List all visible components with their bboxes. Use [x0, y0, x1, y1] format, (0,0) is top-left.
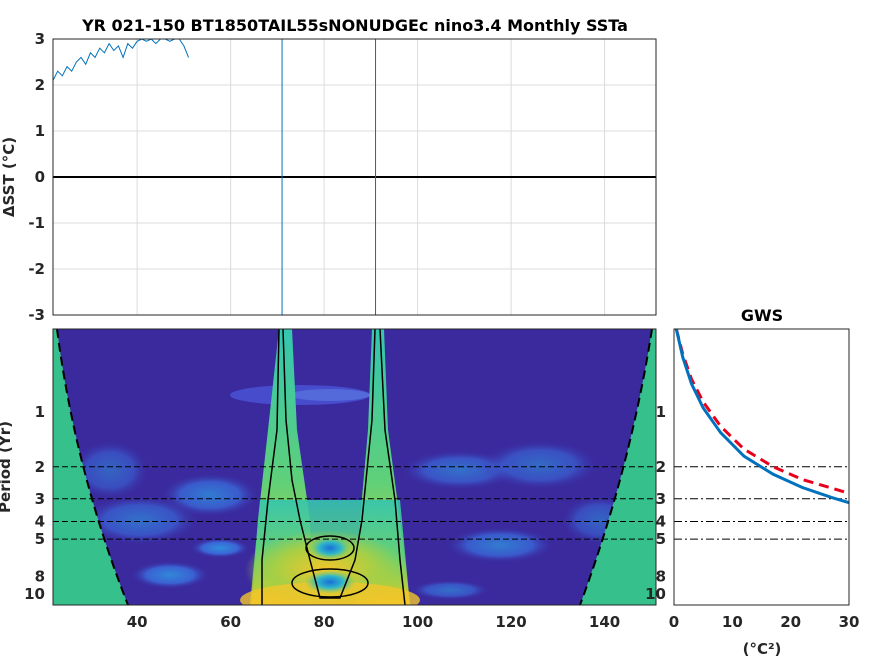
gws-y-tick-label: 4: [656, 513, 666, 531]
gws-y-tick-label: 3: [656, 490, 666, 508]
sst-panel: 3 2 1 0 -1 -2 -3 YR 021-150 BT1850TAIL55sNONUD…: [0, 16, 657, 324]
gws-x-ticks: 0 10 20 30: [669, 613, 860, 631]
wavelet-panel: 40 60 80 100 120 140 1 2 3 45 810 Period (Yr): [0, 328, 657, 631]
gws-x-tick-label: 20: [780, 613, 801, 631]
sst-y-tick-label: -1: [28, 214, 45, 232]
sst-y-tick-label: 3: [35, 30, 45, 48]
wavelet-axes-box: [52, 328, 657, 606]
sst-y-tick-label: 1: [35, 122, 45, 140]
gws-y-tick-label: 5: [656, 530, 666, 548]
wavelet-y-ticks: 1 2 3 45 810: [24, 403, 45, 603]
gws-x-axis-label: (°C²): [743, 640, 782, 656]
wavelet-x-tick-label: 80: [314, 613, 335, 631]
gws-x-tick-label: 30: [839, 613, 860, 631]
sst-y-tick-label: 0: [35, 168, 45, 186]
cone-of-influence-right: [580, 329, 656, 605]
wavelet-y-tick-label: 5: [35, 530, 45, 548]
sst-axes-box: [52, 38, 657, 316]
wavelet-x-ticks: 40 60 80 100 120 140: [127, 613, 621, 631]
gws-y-tick-label: 2: [656, 458, 666, 476]
wavelet-x-tick-label: 60: [220, 613, 241, 631]
wavelet-y-tick-label: 10: [24, 585, 45, 603]
gws-y-tick-label: 8: [656, 567, 666, 585]
sst-y-axis-label: ΔSST (°C): [0, 137, 18, 217]
wavelet-x-tick-label: 120: [495, 613, 526, 631]
wavelet-x-tick-label: 40: [127, 613, 148, 631]
wavelet-heatmap: [53, 329, 656, 605]
gws-y-tick-label: 10: [645, 585, 666, 603]
period-reference-lines: [53, 466, 656, 540]
wavelet-x-tick-label: 100: [402, 613, 433, 631]
gws-title: GWS: [741, 306, 783, 325]
sst-y-tick-label: -2: [28, 260, 45, 278]
wavelet-y-tick-label: 3: [35, 490, 45, 508]
wavelet-y-tick-label: 2: [35, 458, 45, 476]
sst-y-tick-label: -3: [28, 306, 45, 324]
gws-spectrum-line: [674, 329, 849, 505]
wavelet-y-tick-label: 8: [35, 567, 45, 585]
wavelet-x-tick-label: 140: [589, 613, 620, 631]
gws-y-ticks: 1 2 3 45 810: [645, 403, 666, 603]
event-lines: [281, 39, 377, 315]
gws-x-tick-label: 0: [669, 613, 679, 631]
sst-y-ticks: 3 2 1 0 -1 -2 -3: [28, 30, 45, 324]
sst-y-tick-label: 2: [35, 76, 45, 94]
wavelet-y-tick-label: 4: [35, 513, 45, 531]
wavelet-y-axis-label: Period (Yr): [0, 421, 14, 513]
cone-of-influence-left: [53, 329, 128, 605]
gws-x-tick-label: 10: [722, 613, 743, 631]
gws-y-tick-label: 1: [656, 403, 666, 421]
wavelet-y-tick-label: 1: [35, 403, 45, 421]
gws-axes-box: [673, 328, 850, 606]
sst-title: YR 021-150 BT1850TAIL55sNONUDGEc nino3.4…: [81, 16, 628, 35]
